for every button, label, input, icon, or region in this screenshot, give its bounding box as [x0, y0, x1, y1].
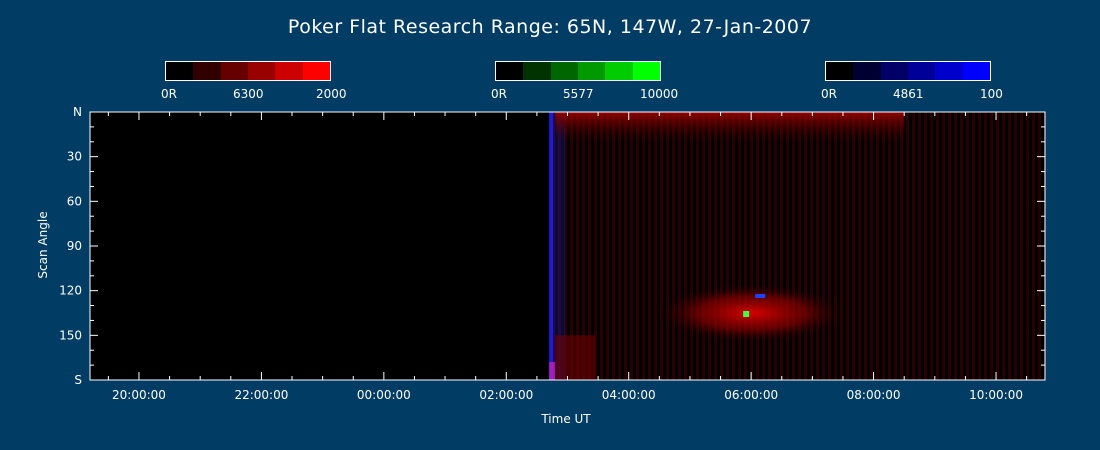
x-tick-label: 08:00:00 [847, 388, 901, 402]
colorbar-4861-gradient [825, 61, 991, 81]
y-tick-label: N [73, 105, 82, 119]
colorbar-5577-name-label: 5577 [563, 87, 594, 101]
red-aurora-band [555, 112, 905, 142]
colorbar-4861-min-label: 0R [821, 87, 837, 101]
x-tick-label: 02:00:00 [479, 388, 533, 402]
y-axis-title: Scan Angle [36, 211, 50, 278]
y-tick-label: 120 [59, 284, 82, 298]
y-tick-label: 90 [67, 239, 82, 253]
colorbar-4861: 0R 4861 100 [821, 61, 1003, 101]
colorbar-5577-max-label: 10000 [640, 87, 679, 101]
colorbar-5577-min-label: 0R [491, 87, 507, 101]
colorbar-swatch [247, 62, 276, 80]
colorbar-5577: 0R 5577 10000 [491, 61, 678, 101]
colorbar-6300-min-label: 0R [161, 87, 177, 101]
colorbar-swatch [853, 62, 881, 80]
colorbar-swatch [826, 62, 854, 80]
y-tick-label: 150 [59, 328, 82, 342]
blue-spot [755, 294, 766, 298]
colorbar-swatch [880, 62, 908, 80]
colorbar-6300-max-label: 2000 [316, 87, 347, 101]
colorbar-4861-name-label: 4861 [893, 87, 924, 101]
blue-speckle-band [553, 112, 566, 380]
y-tick-label: S [74, 373, 82, 387]
colorbar-swatch [275, 62, 303, 80]
colorbar-swatch [577, 62, 606, 80]
y-tick-label: 60 [67, 194, 82, 208]
aurora-texture [549, 112, 1045, 380]
x-tick-label: 10:00:00 [969, 388, 1023, 402]
colorbar-swatch [962, 62, 990, 80]
colorbar-swatch [220, 62, 248, 80]
red-aurora-bottom [555, 335, 596, 380]
green-spot [743, 311, 750, 317]
colorbar-5577-gradient [495, 61, 661, 81]
data-start-edge [549, 112, 554, 380]
colorbar-swatch [302, 62, 330, 80]
y-tick-label: 30 [67, 150, 82, 164]
x-tick-label: 22:00:00 [234, 388, 288, 402]
x-tick-label: 06:00:00 [724, 388, 778, 402]
x-tick-label: 00:00:00 [357, 388, 411, 402]
x-tick-label: 04:00:00 [602, 388, 656, 402]
colorbar-4861-max-label: 100 [980, 87, 1003, 101]
colorbar-6300-gradient [165, 61, 331, 81]
colorbar-6300-name-label: 6300 [233, 87, 264, 101]
magenta-corner [549, 362, 556, 380]
x-axis-title: Time UT [540, 412, 591, 426]
colorbar-swatch [550, 62, 578, 80]
red-aurora-patch [659, 284, 843, 342]
colorbar-swatch [166, 62, 194, 80]
colorbar-swatch [523, 62, 551, 80]
x-tick-label: 20:00:00 [112, 388, 166, 402]
colorbar-swatch [605, 62, 633, 80]
colorbar-swatch [496, 62, 524, 80]
colorbar-swatch [907, 62, 936, 80]
colorbar-swatch [193, 62, 221, 80]
colorbar-swatch [632, 62, 660, 80]
colorbar-6300: 0R 6300 2000 [161, 61, 347, 101]
colorbar-swatch [935, 62, 963, 80]
chart-title: Poker Flat Research Range: 65N, 147W, 27… [287, 16, 813, 38]
